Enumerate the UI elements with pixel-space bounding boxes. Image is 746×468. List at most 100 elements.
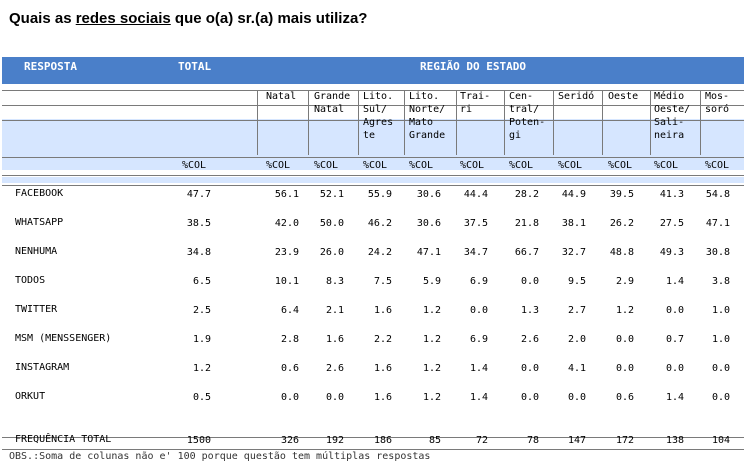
row-value: 44.4 bbox=[463, 189, 488, 200]
row-value: 0.0 bbox=[665, 305, 684, 316]
row-value: 1.4 bbox=[469, 392, 488, 403]
unit-cell: %COL bbox=[608, 160, 633, 171]
frequency-value: 186 bbox=[373, 435, 392, 446]
row-value: 0.0 bbox=[711, 392, 730, 403]
column-header-line: Lito. bbox=[409, 91, 440, 102]
crosstab-table: RESPOSTA TOTAL REGIÃO DO ESTADO Natal Gra… bbox=[2, 57, 744, 452]
column-header-line: tral/ bbox=[509, 104, 540, 115]
column-header-line: Sul/ bbox=[363, 104, 388, 115]
row-value: 1.4 bbox=[665, 276, 684, 287]
row-value: 47.1 bbox=[416, 247, 441, 258]
row-value: 1.6 bbox=[373, 392, 392, 403]
row-value: 1.2 bbox=[615, 305, 634, 316]
row-value: 0.0 bbox=[520, 392, 539, 403]
column-header-line: te bbox=[363, 130, 376, 141]
row-total: 34.8 bbox=[186, 247, 211, 258]
unit-cell: %COL bbox=[654, 160, 679, 171]
unit-cell: %COL bbox=[705, 160, 730, 171]
column-header-line: neira bbox=[654, 130, 685, 141]
grid-column-line bbox=[456, 90, 457, 155]
row-label: FACEBOOK bbox=[15, 188, 64, 199]
row-value: 66.7 bbox=[514, 247, 539, 258]
row-value: 2.7 bbox=[567, 305, 586, 316]
row-value: 1.2 bbox=[422, 363, 441, 374]
row-value: 37.5 bbox=[463, 218, 488, 229]
row-value: 6.9 bbox=[469, 334, 488, 345]
column-header-line: Trai- bbox=[460, 91, 491, 102]
row-value: 6.9 bbox=[469, 276, 488, 287]
row-label: TODOS bbox=[15, 275, 46, 286]
row-value: 0.0 bbox=[469, 305, 488, 316]
column-header-line: Médio bbox=[654, 91, 685, 102]
frequency-value: 78 bbox=[526, 435, 539, 446]
header-stripe bbox=[2, 131, 744, 145]
row-value: 32.7 bbox=[561, 247, 586, 258]
column-header-line: Oeste bbox=[608, 91, 639, 102]
column-header-line: Sali- bbox=[654, 117, 685, 128]
header-stripe bbox=[2, 119, 744, 133]
row-value: 55.9 bbox=[367, 189, 392, 200]
header-stripe bbox=[2, 157, 744, 170]
grid-line bbox=[2, 120, 744, 121]
row-value: 26.2 bbox=[609, 218, 634, 229]
row-value: 0.7 bbox=[665, 334, 684, 345]
column-header-line: gi bbox=[509, 130, 522, 141]
row-value: 56.1 bbox=[274, 189, 299, 200]
header-resposta: RESPOSTA bbox=[24, 60, 77, 73]
row-total: 38.5 bbox=[186, 218, 211, 229]
row-value: 1.2 bbox=[422, 334, 441, 345]
grid-column-line bbox=[602, 90, 603, 155]
column-header-line: Cen- bbox=[509, 91, 534, 102]
column-header-line: ri bbox=[460, 104, 473, 115]
grid-line bbox=[2, 175, 744, 176]
row-value: 30.6 bbox=[416, 189, 441, 200]
row-total: 1.9 bbox=[192, 334, 211, 345]
unit-cell: %COL bbox=[558, 160, 583, 171]
column-header-line: Poten- bbox=[509, 117, 546, 128]
row-value: 5.9 bbox=[422, 276, 441, 287]
frequency-value: 326 bbox=[280, 435, 299, 446]
frequency-value: 85 bbox=[428, 435, 441, 446]
column-header-line: Natal bbox=[314, 104, 345, 115]
row-value: 2.1 bbox=[325, 305, 344, 316]
column-header-line: Oeste/ bbox=[654, 104, 691, 115]
row-label: TWITTER bbox=[15, 304, 58, 315]
row-value: 24.2 bbox=[367, 247, 392, 258]
row-value: 44.9 bbox=[561, 189, 586, 200]
unit-cell: %COL bbox=[509, 160, 534, 171]
grid-line bbox=[2, 449, 744, 450]
unit-cell: %COL bbox=[460, 160, 485, 171]
row-value: 0.0 bbox=[520, 363, 539, 374]
column-header-line: Grande bbox=[409, 130, 446, 141]
row-value: 0.0 bbox=[567, 392, 586, 403]
row-value: 38.1 bbox=[561, 218, 586, 229]
row-value: 39.5 bbox=[609, 189, 634, 200]
row-value: 52.1 bbox=[319, 189, 344, 200]
unit-cell: %COL bbox=[266, 160, 291, 171]
grid-column-line bbox=[257, 90, 258, 155]
row-value: 49.3 bbox=[659, 247, 684, 258]
row-value: 1.2 bbox=[422, 305, 441, 316]
row-value: 2.2 bbox=[373, 334, 392, 345]
unit-cell: %COL bbox=[363, 160, 388, 171]
frequency-value: 147 bbox=[567, 435, 586, 446]
row-total: 0.5 bbox=[192, 392, 211, 403]
row-label: WHATSAPP bbox=[15, 217, 64, 228]
row-value: 2.9 bbox=[615, 276, 634, 287]
row-value: 28.2 bbox=[514, 189, 539, 200]
row-value: 1.6 bbox=[325, 334, 344, 345]
unit-cell: %COL bbox=[314, 160, 339, 171]
grid-column-line bbox=[358, 90, 359, 155]
row-total: 1.2 bbox=[192, 363, 211, 374]
grid-column-line bbox=[700, 90, 701, 155]
row-label: ORKUT bbox=[15, 391, 46, 402]
grid-column-line bbox=[404, 90, 405, 155]
title-suffix: que o(a) sr.(a) mais utiliza? bbox=[170, 10, 368, 27]
header-regiao: REGIÃO DO ESTADO bbox=[420, 60, 526, 73]
row-value: 50.0 bbox=[319, 218, 344, 229]
row-value: 1.2 bbox=[422, 392, 441, 403]
table-header-bar: RESPOSTA TOTAL REGIÃO DO ESTADO bbox=[2, 57, 744, 84]
frequency-value: 172 bbox=[615, 435, 634, 446]
grid-column-line bbox=[650, 90, 651, 155]
grid-line bbox=[2, 437, 744, 438]
